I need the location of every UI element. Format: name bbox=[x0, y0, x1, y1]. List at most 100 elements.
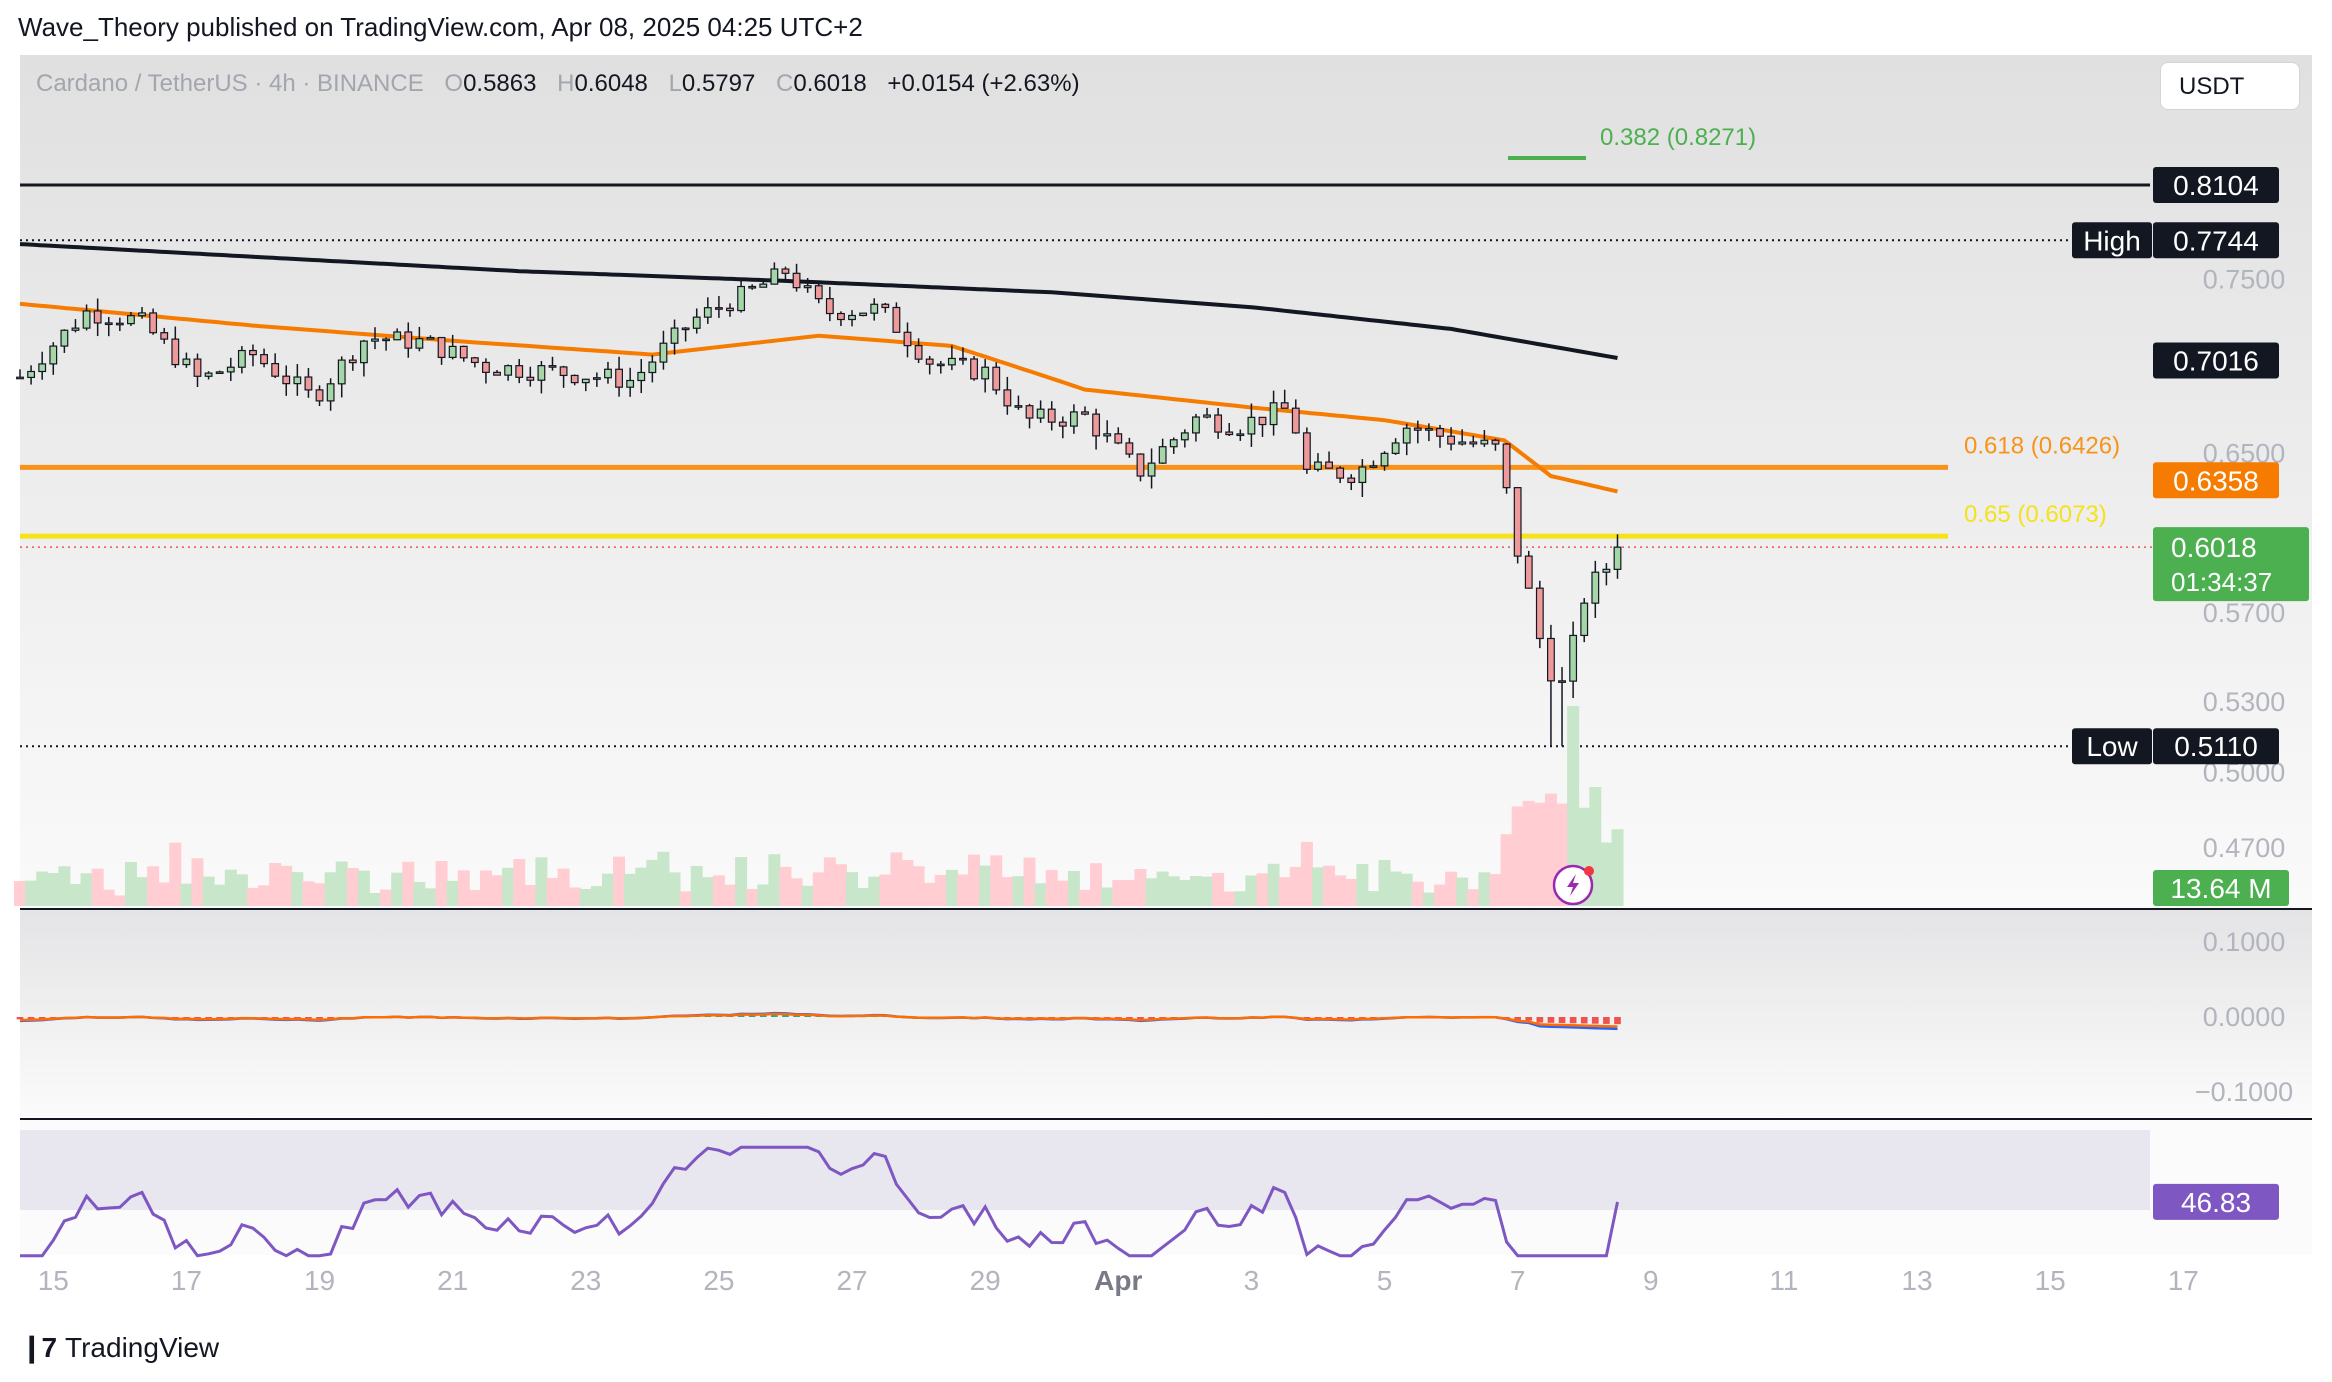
candle[interactable] bbox=[1502, 443, 1511, 494]
level-tag-3[interactable]: 0.6358 bbox=[2153, 462, 2279, 499]
candle[interactable] bbox=[1036, 400, 1045, 423]
candle[interactable] bbox=[93, 298, 102, 337]
candle[interactable] bbox=[1169, 437, 1178, 454]
candle[interactable] bbox=[1180, 429, 1189, 448]
candle[interactable] bbox=[914, 338, 923, 364]
candle[interactable] bbox=[870, 298, 879, 321]
candle[interactable] bbox=[1602, 563, 1611, 586]
candle[interactable] bbox=[82, 304, 91, 331]
candle[interactable] bbox=[903, 322, 912, 358]
candle[interactable] bbox=[293, 364, 302, 396]
candle[interactable] bbox=[1436, 424, 1444, 448]
candle[interactable] bbox=[371, 327, 379, 350]
candle[interactable] bbox=[648, 355, 657, 383]
candle[interactable] bbox=[981, 359, 990, 393]
candle[interactable] bbox=[1325, 451, 1333, 469]
candle[interactable] bbox=[1269, 390, 1278, 436]
candle[interactable] bbox=[382, 337, 391, 351]
candle[interactable] bbox=[1535, 580, 1544, 649]
candle[interactable] bbox=[1558, 667, 1566, 747]
candle[interactable] bbox=[1192, 413, 1200, 442]
candle[interactable] bbox=[670, 319, 679, 355]
candle[interactable] bbox=[49, 342, 58, 375]
candle[interactable] bbox=[138, 307, 146, 319]
candle[interactable] bbox=[825, 286, 834, 322]
candle[interactable] bbox=[1391, 438, 1400, 455]
candle[interactable] bbox=[659, 330, 668, 370]
candle[interactable] bbox=[160, 327, 169, 344]
currency-button[interactable]: USDT bbox=[2160, 62, 2300, 110]
candle[interactable] bbox=[226, 357, 235, 381]
candle[interactable] bbox=[548, 356, 557, 371]
candle[interactable] bbox=[1580, 598, 1589, 643]
candle[interactable] bbox=[104, 316, 113, 337]
tradingview-logo-icon[interactable]: ❙7 bbox=[20, 1332, 57, 1363]
candle[interactable] bbox=[1203, 407, 1211, 419]
fib-level-1[interactable]: 0.618 (0.6426) bbox=[20, 432, 2120, 470]
candle[interactable] bbox=[925, 355, 934, 375]
candle[interactable] bbox=[681, 327, 690, 342]
candle[interactable] bbox=[581, 378, 590, 392]
candle[interactable] bbox=[1114, 427, 1123, 445]
candle[interactable] bbox=[1358, 459, 1367, 497]
candle[interactable] bbox=[359, 339, 368, 377]
candle[interactable] bbox=[282, 365, 291, 396]
candle[interactable] bbox=[1003, 376, 1012, 415]
candle[interactable] bbox=[814, 283, 823, 304]
candle[interactable] bbox=[1469, 435, 1478, 448]
candle[interactable] bbox=[881, 302, 890, 313]
candle[interactable] bbox=[1402, 423, 1411, 456]
candle[interactable] bbox=[1613, 534, 1622, 579]
brand-name[interactable]: TradingView bbox=[65, 1331, 220, 1363]
candle[interactable] bbox=[60, 329, 69, 353]
candle[interactable] bbox=[515, 359, 524, 384]
candle[interactable] bbox=[1524, 550, 1533, 589]
candle[interactable] bbox=[1081, 406, 1089, 416]
candle[interactable] bbox=[526, 366, 535, 387]
candle[interactable] bbox=[626, 367, 635, 397]
candle[interactable] bbox=[1280, 389, 1289, 409]
candle[interactable] bbox=[193, 353, 202, 387]
candle[interactable] bbox=[182, 352, 191, 368]
candle[interactable] bbox=[1025, 403, 1034, 429]
candle[interactable] bbox=[1047, 401, 1056, 431]
candle[interactable] bbox=[448, 334, 457, 360]
candle[interactable] bbox=[415, 326, 424, 352]
rsi-tag[interactable]: 46.83 bbox=[2153, 1183, 2279, 1220]
candle[interactable] bbox=[249, 344, 257, 367]
candle[interactable] bbox=[1291, 399, 1300, 434]
candle[interactable] bbox=[1058, 416, 1067, 439]
candle[interactable] bbox=[803, 277, 812, 293]
candle[interactable] bbox=[848, 310, 856, 327]
level-tag-1[interactable]: 0.7744 High bbox=[2072, 222, 2279, 259]
candle[interactable] bbox=[237, 346, 246, 374]
candle[interactable] bbox=[1236, 429, 1245, 441]
macd-pane[interactable] bbox=[20, 910, 2312, 1117]
candle[interactable] bbox=[781, 266, 790, 282]
candle[interactable] bbox=[792, 263, 801, 292]
candle[interactable] bbox=[304, 368, 313, 398]
candle[interactable] bbox=[1314, 453, 1322, 472]
candle[interactable] bbox=[1380, 451, 1389, 471]
candle[interactable] bbox=[692, 308, 701, 334]
ema-50-line[interactable] bbox=[19, 301, 1618, 494]
candle[interactable] bbox=[149, 308, 158, 335]
candle[interactable] bbox=[1458, 429, 1467, 446]
candle[interactable] bbox=[260, 348, 268, 368]
candle[interactable] bbox=[970, 356, 978, 381]
bolt-icon[interactable] bbox=[1552, 864, 1594, 906]
candle[interactable] bbox=[748, 284, 757, 290]
candle[interactable] bbox=[1547, 624, 1555, 747]
candle[interactable] bbox=[204, 371, 213, 380]
candle[interactable] bbox=[459, 345, 468, 362]
candle[interactable] bbox=[992, 362, 1001, 395]
macd-signal-line[interactable] bbox=[19, 1012, 1618, 1028]
candle[interactable] bbox=[1147, 448, 1156, 489]
price-pane[interactable] bbox=[20, 55, 2312, 908]
candle[interactable] bbox=[437, 336, 446, 365]
candle[interactable] bbox=[1447, 427, 1456, 451]
candle[interactable] bbox=[1103, 420, 1112, 443]
candle[interactable] bbox=[470, 356, 479, 368]
candle[interactable] bbox=[959, 347, 967, 365]
